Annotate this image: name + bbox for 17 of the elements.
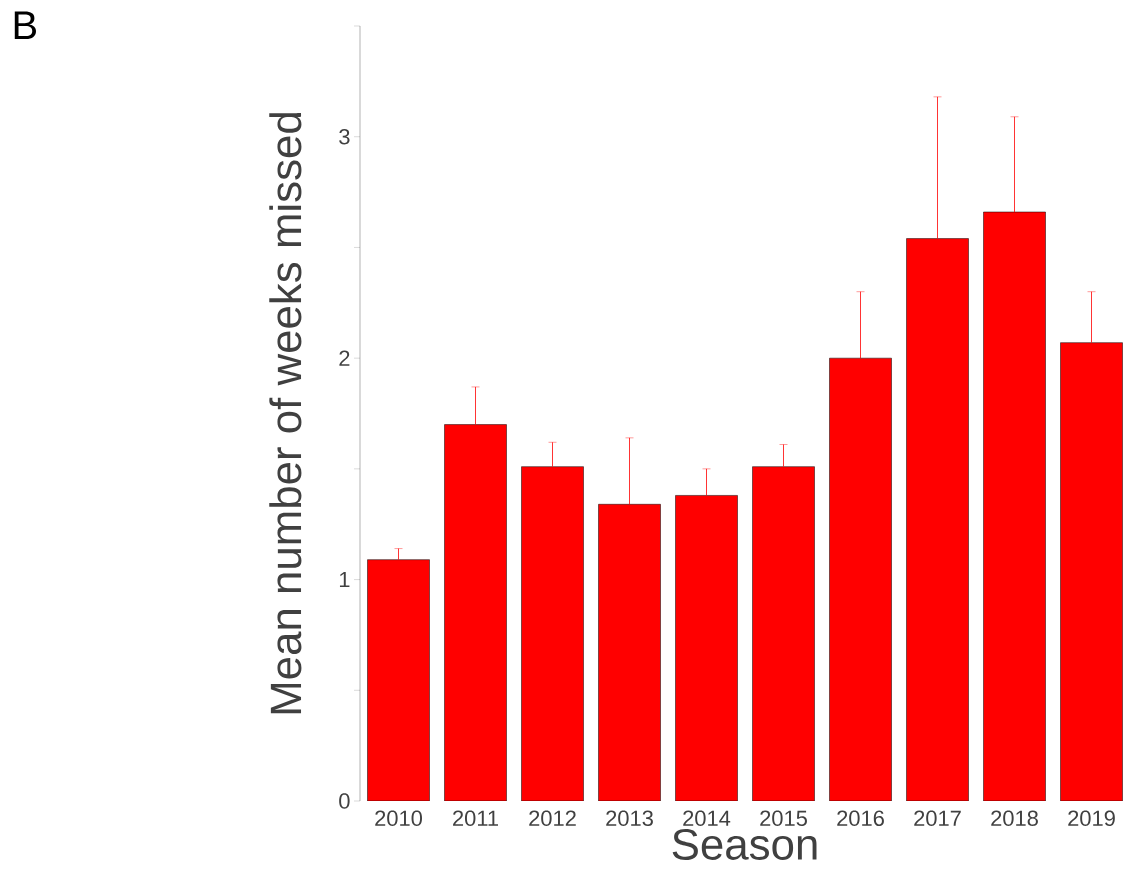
x-tick-label: 2015	[760, 810, 807, 827]
y-tick-label: 3	[339, 128, 350, 145]
text: B	[14, 11, 36, 39]
x-tick-label: 2014	[683, 810, 731, 827]
x-tick-label: 2010	[375, 810, 423, 827]
y-tick-label: 1	[339, 572, 350, 588]
y-axis-title: Mean number of weeks missed	[269, 113, 302, 714]
y-tick-label: 2	[339, 350, 350, 366]
x-tick-label: 2019	[1068, 810, 1115, 827]
x-tick-label: 2012	[529, 810, 576, 827]
x-tick-label: 2011	[453, 810, 498, 827]
x-tick-label: 2018	[991, 810, 1038, 827]
x-tick-label: 2013	[606, 810, 653, 827]
x-tick-label: 2016	[837, 810, 884, 827]
y-tick-label: 0	[339, 793, 350, 809]
x-tick-label: 2017	[914, 810, 961, 827]
x-axis-title: Season	[672, 828, 817, 860]
